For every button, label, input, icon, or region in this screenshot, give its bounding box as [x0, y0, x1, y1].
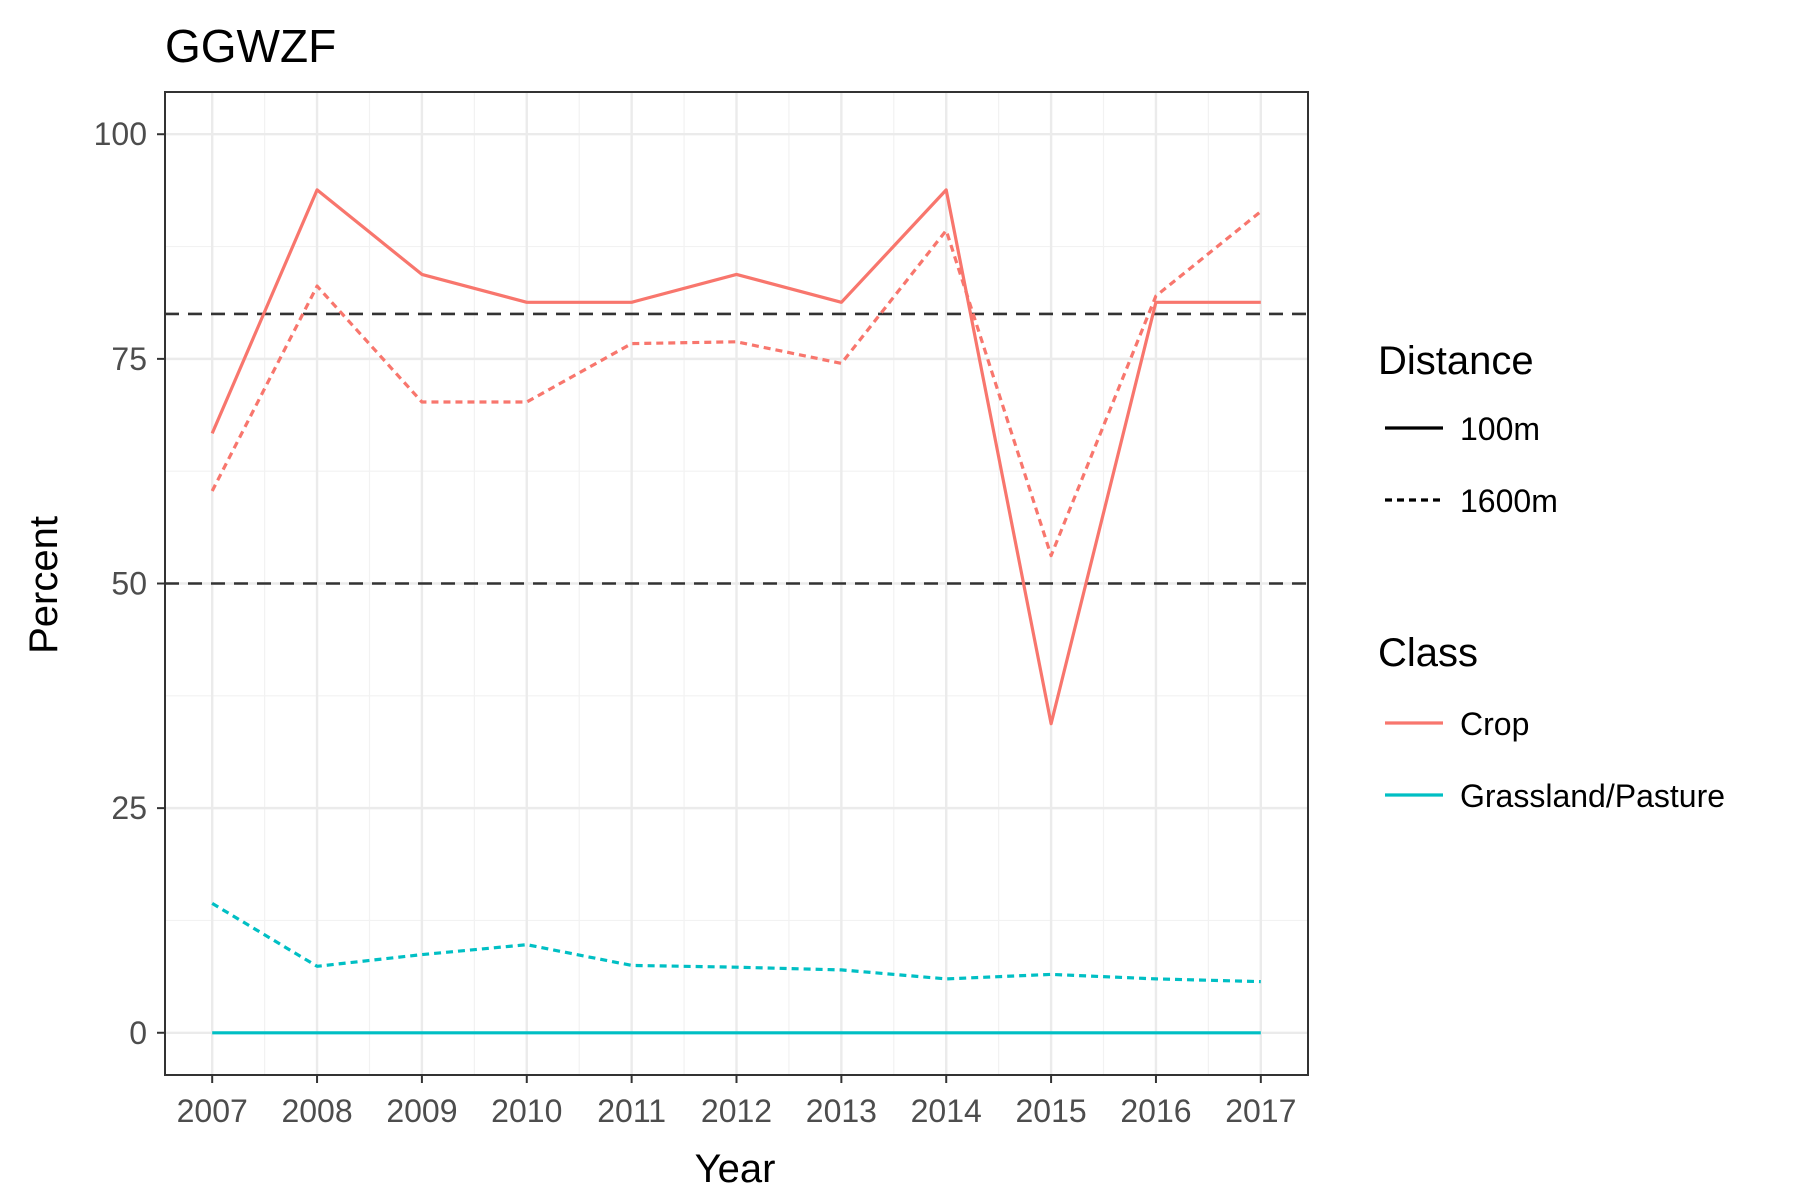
y-tick-label: 50 [111, 566, 147, 602]
legend: Distance 100m 1600m Class Crop Grassland… [1378, 339, 1725, 814]
legend-class-title: Class [1378, 631, 1478, 675]
axes: 0 25 50 75 100 2007 2008 2009 2010 2011 2012 2013 20… [94, 91, 1309, 1129]
legend-label-grassland-pasture: Grassland/Pasture [1460, 778, 1725, 814]
series-crop-100m [210, 188, 1261, 726]
y-tick-label: 75 [111, 341, 147, 377]
x-axis-title: Year [695, 1147, 776, 1191]
legend-label-1600m: 1600m [1460, 483, 1558, 519]
x-tick-label: 2014 [911, 1093, 982, 1129]
y-tick-label: 100 [94, 116, 147, 152]
legend-label-crop: Crop [1460, 706, 1529, 742]
legend-label-100m: 100m [1460, 411, 1540, 447]
x-tick-label: 2011 [597, 1093, 666, 1129]
legend-distance-title: Distance [1378, 339, 1534, 383]
reference-lines [165, 312, 1308, 585]
y-axis-title: Percent [22, 516, 66, 654]
x-tick-label: 2012 [701, 1093, 772, 1129]
x-tick-label: 2016 [1120, 1093, 1191, 1129]
y-tick-label: 25 [111, 790, 147, 826]
y-tick-label: 0 [129, 1015, 147, 1051]
chart-title: GGWZF [165, 20, 336, 72]
series-grassland-pasture-1600m [211, 902, 1261, 984]
x-tick-label: 2009 [386, 1093, 457, 1129]
x-tick-label: 2017 [1225, 1093, 1296, 1129]
series-lines [210, 188, 1262, 1035]
x-tick-label: 2008 [281, 1093, 352, 1129]
x-tick-label: 2010 [491, 1093, 562, 1129]
x-tick-label: 2015 [1015, 1093, 1086, 1129]
x-tick-label: 2013 [806, 1093, 877, 1129]
x-tick-label: 2007 [177, 1093, 248, 1129]
